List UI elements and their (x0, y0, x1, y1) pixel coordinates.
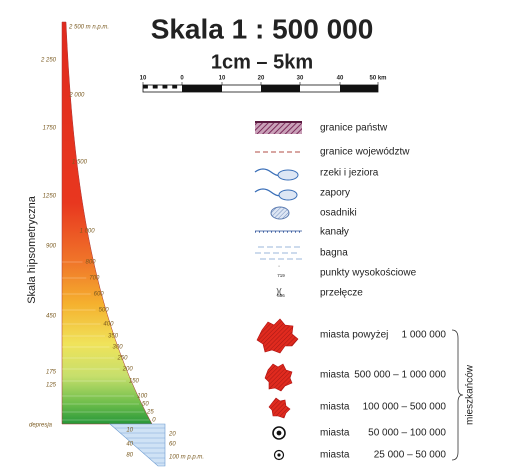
depression-wedge (109, 423, 166, 467)
left-label: 2 250 (40, 58, 57, 64)
right-label: 700 (89, 276, 100, 282)
city-label: miasta (320, 370, 350, 381)
title: Skala 1 : 500 000 (151, 13, 374, 44)
bar-label: 10 (140, 76, 147, 82)
city-label: miasta (320, 402, 350, 413)
bar-label: 20 (258, 76, 265, 82)
symbol-city-4-dot (276, 430, 282, 436)
city-range: 500 000 – 1 000 000 (354, 370, 446, 381)
scale-bar: 10 0 10 20 30 40 50 km (140, 76, 387, 93)
symbol-label: 719 (277, 273, 285, 278)
band-lines (62, 261, 150, 421)
left-label: 900 (46, 244, 57, 250)
depth-right: 60 (169, 442, 176, 448)
city-label: miasta (320, 428, 350, 439)
legend-label: rzeki i jeziora (320, 168, 379, 179)
left-label: 450 (46, 314, 57, 320)
left-label: 1250 (43, 194, 57, 200)
right-label: 250 (116, 356, 128, 362)
bar-seg (143, 85, 148, 89)
left-label: 1750 (43, 126, 57, 132)
city-range: 100 000 – 500 000 (363, 402, 447, 413)
right-label: 1 500 (72, 160, 88, 166)
bar-label: 40 (337, 76, 344, 82)
right-label: 50 (142, 402, 149, 408)
legend-symbols: · )( (254, 121, 464, 461)
bar-seg (162, 85, 168, 89)
city-label: miasta (320, 450, 350, 461)
bar-label: 30 (297, 76, 304, 82)
symbol-dam (278, 189, 298, 201)
right-label: 100 (137, 394, 148, 400)
symbol-swamp (255, 246, 302, 260)
right-label: 600 (94, 292, 105, 298)
symbol-lake (277, 169, 299, 181)
symbol-city-2 (264, 363, 293, 392)
symbol-city-3 (268, 397, 291, 419)
right-label: 200 (122, 367, 134, 373)
right-label: 2 000 (68, 93, 85, 99)
right-label: 150 (129, 379, 140, 385)
depth-right: 100 m p.p.m. (169, 455, 204, 461)
unit: mieszkańców (465, 364, 476, 425)
symbol-state-border (255, 122, 302, 134)
depth-left: 10 (126, 428, 133, 434)
right-label: 300 (113, 345, 124, 351)
city-label: miasta powyżej (320, 330, 388, 341)
right-label: 800 (86, 260, 97, 266)
city-range: 1 000 000 (402, 330, 447, 341)
right-label: 500 (99, 308, 110, 314)
legend-label: kanały (320, 227, 349, 238)
bar-seg (152, 85, 158, 89)
depth-right: 20 (168, 432, 176, 438)
bar-label: 50 km (369, 76, 386, 82)
left-label: 175 (46, 370, 57, 376)
bar-seg (182, 85, 222, 92)
symbol-settling (270, 206, 290, 220)
bar-seg (340, 85, 378, 92)
legend-label: granice państw (320, 123, 388, 134)
legend-label: osadniki (320, 208, 357, 219)
city-range: 50 000 – 100 000 (368, 428, 446, 439)
depth-left: 80 (126, 453, 133, 459)
right-label: 0 (152, 418, 156, 424)
legend-label: zapory (320, 188, 350, 199)
symbol-city-1 (256, 318, 299, 354)
legend-label: granice województw (320, 147, 410, 158)
legend-labels: granice państw granice województw rzeki i … (277, 123, 446, 461)
symbol-point: · (278, 263, 280, 270)
legend-label: bagna (320, 248, 348, 259)
symbol-city-5-dot (277, 453, 281, 457)
right-label: 2 500 m n.p.m. (68, 25, 109, 31)
symbol-river (254, 188, 282, 197)
right-label: 350 (108, 334, 119, 340)
subtitle: 1cm – 5km (211, 51, 313, 73)
right-label: 25 (146, 410, 154, 416)
scale-label: Skala hipsometryczna (26, 195, 38, 303)
hypsometric-wedge (61, 21, 153, 425)
symbol-pass: )( (276, 287, 282, 296)
legend-label: przełęcze (320, 288, 363, 299)
city-range: 25 000 – 50 000 (374, 450, 447, 461)
right-label: 400 (103, 322, 114, 328)
bar-label: 10 (219, 76, 226, 82)
depth-left: 40 (126, 442, 133, 448)
bar-label: 0 (180, 76, 184, 82)
right-label: 1 000 (80, 229, 96, 235)
left-label: 125 (46, 383, 57, 389)
brace (451, 329, 464, 461)
legend-label: punkty wysokościowe (320, 268, 417, 279)
left-label: depresja (29, 423, 53, 429)
symbol-label: 606 (277, 293, 285, 298)
bar-seg (261, 85, 300, 92)
depth-lines (114, 427, 165, 464)
bar-seg (172, 85, 178, 89)
